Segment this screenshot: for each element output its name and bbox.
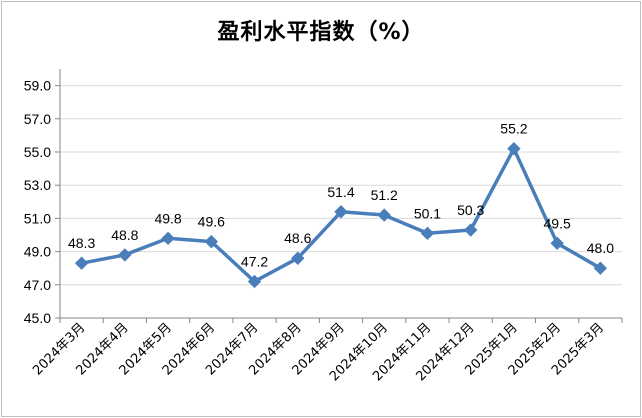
y-tick-label: 47.0 [24, 277, 51, 293]
data-label: 49.6 [198, 214, 225, 230]
y-tick-label: 55.0 [24, 144, 51, 160]
data-label: 50.1 [414, 205, 441, 221]
data-point-marker [204, 234, 219, 249]
data-label: 51.4 [327, 184, 354, 200]
data-point-marker [118, 248, 132, 262]
y-tick-label: 59.0 [24, 78, 51, 94]
data-point-marker [593, 261, 608, 275]
data-point-marker [420, 226, 435, 241]
data-label: 49.8 [154, 210, 181, 226]
data-point-marker [550, 236, 564, 251]
y-tick-label: 49.0 [24, 244, 51, 260]
y-tick-label: 45.0 [24, 310, 51, 326]
data-label: 55.2 [500, 121, 527, 137]
data-label: 48.3 [68, 235, 95, 251]
data-labels: 48.3 48.8 49.8 49.6 47.2 48.6 51.4 51.2 50.1 50.3… [68, 121, 614, 270]
data-point-marker [247, 274, 262, 289]
data-point-marker [74, 256, 89, 270]
x-axis-ticks: 2024年3月2024年4月2024年5月2024年6月2024年7月2024年… [30, 318, 623, 384]
data-label: 48.0 [587, 240, 614, 256]
data-label: 50.3 [457, 202, 484, 218]
axes [59, 69, 622, 319]
y-tick-label: 53.0 [24, 177, 51, 193]
data-point-marker [161, 231, 175, 246]
data-label: 51.2 [371, 187, 398, 203]
data-label: 48.6 [284, 230, 311, 246]
series [74, 141, 608, 289]
data-point-marker [334, 205, 348, 219]
data-label: 47.2 [241, 253, 268, 269]
data-point-marker [377, 208, 391, 222]
y-axis-ticks: 45.0 47.0 49.0 51.0 53.0 55.0 57.0 59.0 [24, 78, 60, 326]
data-point-marker [463, 223, 478, 237]
data-label: 48.8 [111, 227, 138, 243]
data-point-marker [507, 141, 521, 156]
chart-title: 盈利水平指数（%） [217, 20, 425, 45]
data-point-marker [291, 251, 305, 265]
data-label: 49.5 [544, 215, 571, 231]
y-tick-label: 51.0 [24, 210, 51, 226]
y-tick-label: 57.0 [24, 111, 51, 127]
